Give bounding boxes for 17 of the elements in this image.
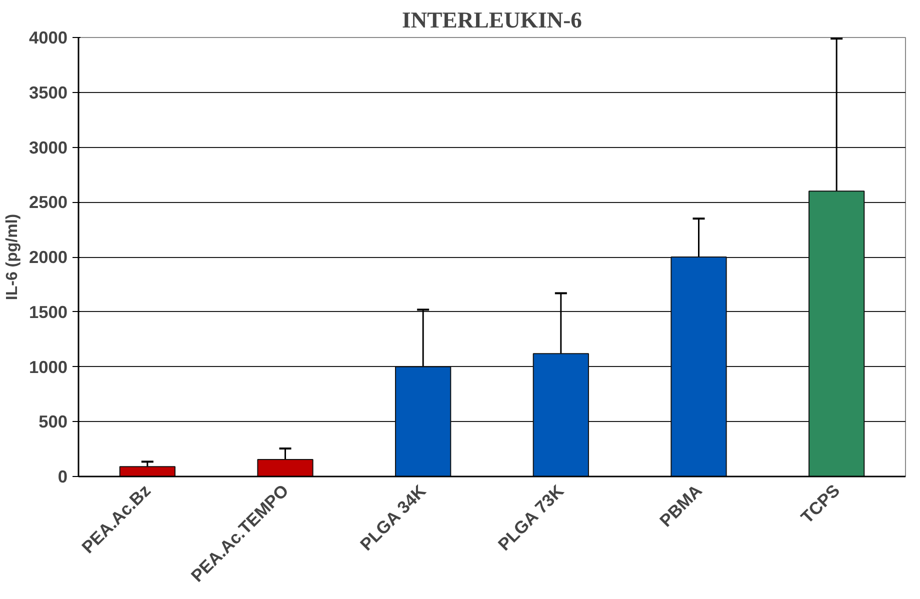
y-axis-title: IL-6 (pg/ml) [4, 214, 21, 300]
bar [257, 458, 314, 476]
y-tick-label: 3000 [28, 137, 68, 158]
bar [532, 353, 589, 476]
y-tick-label: 2500 [28, 192, 68, 212]
y-tick-label: 1500 [28, 302, 68, 322]
bar [119, 466, 176, 476]
bar [395, 366, 452, 476]
chart-title: INTERLEUKIN-6 [402, 8, 582, 32]
y-tick-label: 4000 [28, 28, 68, 48]
bar [670, 256, 727, 476]
y-tick-label: 3500 [28, 82, 68, 102]
y-tick-label: 1000 [28, 356, 68, 377]
y-tick-label: 500 [38, 412, 68, 432]
y-tick-label: 2000 [28, 247, 68, 267]
y-tick-label: 0 [58, 466, 68, 486]
bar [808, 190, 865, 476]
